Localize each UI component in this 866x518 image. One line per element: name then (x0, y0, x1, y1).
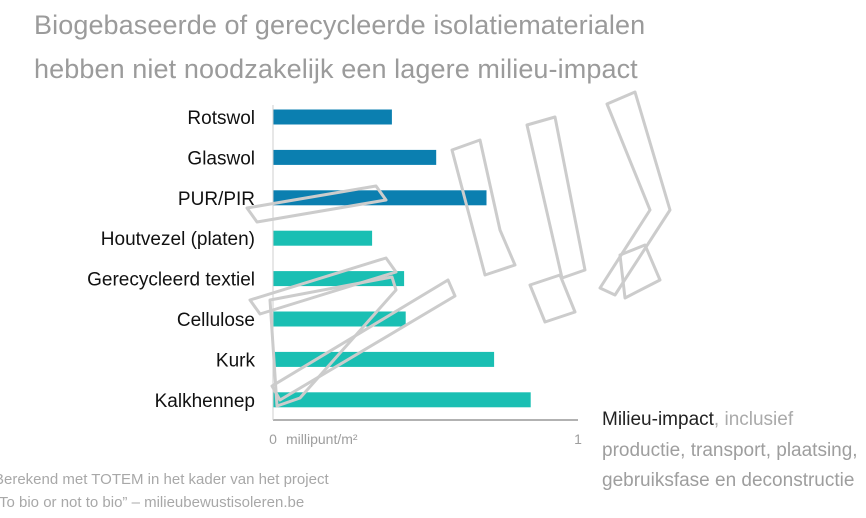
category-label: Gerecycleerd textiel (87, 270, 255, 291)
watermark-shape (525, 115, 587, 280)
category-label: Kurk (216, 350, 256, 371)
x-tick-label: 0 (269, 431, 277, 447)
watermark-shape (450, 138, 517, 277)
source-note-line-2: “To bio or not to bio” – milieubewustiso… (0, 494, 305, 511)
category-label: PUR/PIR (178, 189, 255, 210)
watermark-shape (245, 184, 388, 224)
x-axis-description-line-1: Milieu-impact, inclusief (602, 409, 793, 431)
x-tick-label: 1 (574, 431, 582, 447)
watermark-shape (618, 243, 662, 300)
source-note-line-1: Berekend met TOTEM in het kader van het … (0, 471, 329, 488)
bar (273, 109, 392, 125)
bar (273, 149, 437, 165)
category-label: Glaswol (187, 148, 255, 169)
category-label: Rotswol (187, 108, 255, 129)
category-label: Kalkhennep (155, 391, 255, 412)
watermark-shape (598, 90, 672, 297)
chart-title-line-1: Biogebaseerde of gerecycleerde isolatiem… (34, 10, 646, 40)
bar (273, 392, 531, 408)
bar (273, 351, 495, 367)
x-axis-description-rest: , inclusief (713, 409, 794, 430)
watermark-shape (528, 273, 577, 324)
chart-title-line-2: hebben niet noodzakelijk een lagere mili… (34, 54, 638, 84)
x-axis-description-line-3: gebruiksfase en deconstructie (602, 470, 855, 491)
watermark-shape (270, 278, 457, 402)
watermark-shape (248, 256, 398, 316)
bar (273, 230, 373, 246)
watermark-shape (268, 275, 398, 408)
x-unit-label: millipunt/m² (286, 431, 358, 447)
x-axis-description-main: Milieu-impact (602, 409, 714, 430)
category-label: Cellulose (177, 310, 255, 331)
category-label: Houtvezel (platen) (101, 229, 255, 250)
x-axis-description-line-2: productie, transport, plaatsing, (602, 440, 858, 461)
